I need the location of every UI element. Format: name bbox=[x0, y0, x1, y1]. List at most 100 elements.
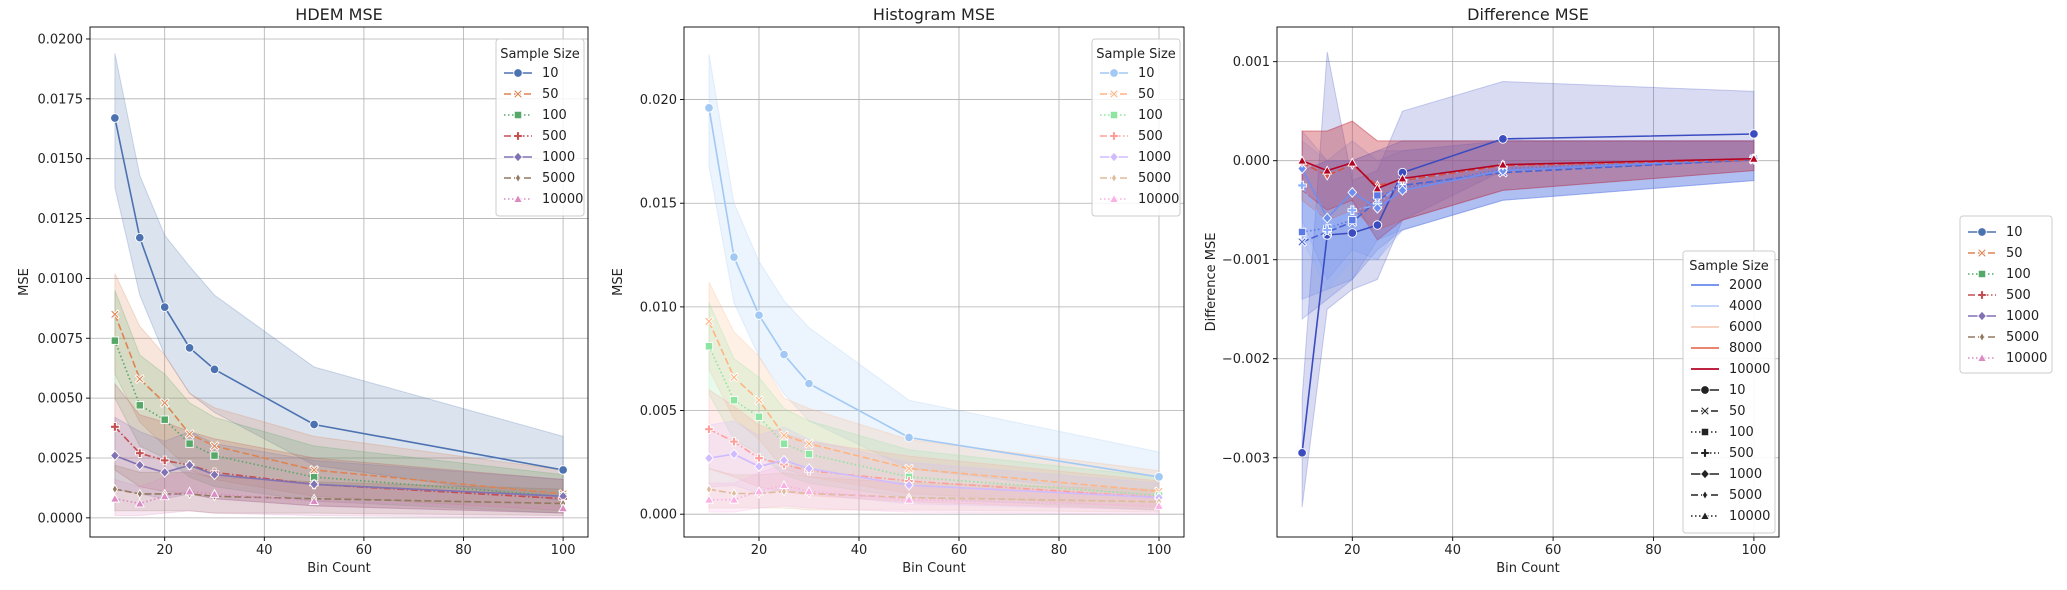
data-point-10 bbox=[1154, 472, 1164, 482]
y-tick-label: 0.0125 bbox=[38, 212, 84, 227]
data-point-10000 bbox=[159, 491, 170, 501]
legend-label: 10 bbox=[542, 66, 559, 81]
confidence-band-100 bbox=[708, 302, 1160, 511]
legend-label: 1000 bbox=[542, 150, 575, 165]
legend-label: 100 bbox=[1729, 425, 1754, 440]
legend-label: 6000 bbox=[1729, 320, 1762, 335]
data-point-1000 bbox=[184, 459, 195, 471]
confidence-band-10000 bbox=[114, 469, 564, 519]
figure-legend: 10 50 100 500 1000 5000 10000 bbox=[1959, 215, 2053, 374]
data-point-10000 bbox=[778, 479, 790, 490]
data-point-100 bbox=[779, 439, 789, 448]
legend-label: 50 bbox=[542, 87, 559, 102]
x-tick-label: 80 bbox=[455, 543, 472, 558]
data-point-1000 bbox=[704, 452, 714, 464]
legend-label: 5000 bbox=[1138, 171, 1171, 186]
x-tick-label: 20 bbox=[156, 543, 173, 558]
x-axis-label: Bin Count bbox=[307, 561, 371, 576]
data-point-10000 bbox=[209, 488, 220, 498]
chart-panel-3: 20 40 60 80 100 −0.003 −0.002 −0.001 0.000 0.001 D… bbox=[1204, 5, 1780, 576]
data-point-10 bbox=[779, 349, 789, 360]
y-tick-label: 0.000 bbox=[1233, 154, 1270, 169]
legend-marker-50 bbox=[1977, 248, 1987, 258]
confidence-band-5000 bbox=[708, 467, 1160, 513]
confidence-band-1000 bbox=[708, 420, 1160, 511]
plot-frame bbox=[89, 26, 589, 538]
legend: Sample Size 10 50 100 500 1000 5000 10000 bbox=[495, 38, 585, 217]
data-point-10 bbox=[1347, 228, 1358, 238]
legend-label: 1000 bbox=[2006, 309, 2039, 324]
confidence-band-50 bbox=[1301, 140, 1755, 321]
legend-marker-1000 bbox=[1109, 151, 1119, 163]
data-point-10 bbox=[729, 252, 739, 262]
data-point-10000 bbox=[1297, 155, 1308, 165]
y-tick-label: 0.010 bbox=[640, 300, 677, 315]
data-point-10 bbox=[558, 465, 568, 475]
legend-label: 50 bbox=[2006, 246, 2023, 261]
confidence-band-5000 bbox=[1301, 120, 1755, 231]
data-point-10000 bbox=[1153, 500, 1165, 510]
data-point-100 bbox=[1297, 227, 1307, 237]
data-point-10 bbox=[184, 343, 195, 353]
data-point-1000 bbox=[134, 459, 145, 471]
legend-label: 500 bbox=[2006, 288, 2031, 303]
data-point-10 bbox=[1297, 448, 1307, 458]
legend-label: 100 bbox=[2006, 267, 2031, 282]
data-point-10000 bbox=[1497, 159, 1508, 169]
data-point-10000 bbox=[903, 494, 915, 504]
data-point-500 bbox=[729, 436, 739, 447]
legend-marker-10000 bbox=[1108, 193, 1120, 203]
legend-frame bbox=[1682, 250, 1776, 534]
y-axis-label: Difference MSE bbox=[1204, 233, 1219, 332]
legend-marker-10 bbox=[1700, 385, 1710, 395]
legend-marker-50 bbox=[1700, 406, 1710, 416]
chart-title: HDEM MSE bbox=[295, 5, 382, 24]
legend-label: 500 bbox=[1729, 446, 1754, 461]
confidence-band-100 bbox=[1301, 140, 1755, 301]
data-point-1000 bbox=[109, 450, 120, 462]
data-point-500 bbox=[135, 448, 145, 458]
data-point-10000 bbox=[309, 495, 320, 505]
chart-title: Histogram MSE bbox=[873, 5, 995, 24]
legend-marker-100 bbox=[513, 110, 523, 120]
data-point-10000 bbox=[1347, 157, 1358, 167]
y-tick-label: 0.015 bbox=[640, 197, 677, 212]
legend-frame bbox=[495, 38, 585, 217]
legend-label: 10 bbox=[2006, 225, 2023, 240]
legend-label: 5000 bbox=[542, 171, 575, 186]
legend-marker-500 bbox=[1977, 290, 1987, 300]
x-tick-label: 80 bbox=[1051, 543, 1068, 558]
data-point-100 bbox=[160, 415, 169, 424]
data-point-10 bbox=[110, 113, 120, 123]
legend-marker-100 bbox=[1977, 269, 1987, 279]
data-point-5000 bbox=[780, 486, 788, 497]
legend-title: Sample Size bbox=[1096, 47, 1176, 62]
confidence-band-500 bbox=[708, 388, 1160, 511]
legend-label: 8000 bbox=[1729, 341, 1762, 356]
y-tick-label: 0.0175 bbox=[38, 92, 84, 107]
data-point-10 bbox=[904, 432, 914, 443]
legend-marker-10 bbox=[1977, 227, 1987, 237]
data-point-50 bbox=[159, 397, 170, 408]
x-tick-label: 40 bbox=[1444, 543, 1461, 558]
x-tick-label: 60 bbox=[951, 543, 968, 558]
y-tick-label: 0.0150 bbox=[38, 152, 84, 167]
x-tick-label: 100 bbox=[551, 543, 576, 558]
legend: Sample Size 2000 4000 6000 8000 10000 10 50 100 5… bbox=[1682, 250, 1776, 534]
legend-label: 100 bbox=[542, 108, 567, 123]
legend-marker-1000 bbox=[1977, 310, 1987, 322]
legend-label: 5000 bbox=[2006, 330, 2039, 345]
data-point-10 bbox=[754, 310, 764, 320]
data-point-100 bbox=[804, 449, 814, 459]
data-point-50 bbox=[209, 441, 220, 451]
legend-label: 5000 bbox=[1729, 488, 1762, 503]
legend-label: 1000 bbox=[1729, 467, 1762, 482]
data-point-10 bbox=[159, 302, 170, 312]
data-point-50 bbox=[704, 316, 714, 327]
data-point-1000 bbox=[159, 466, 170, 478]
data-point-50 bbox=[184, 429, 195, 439]
legend-marker-10000 bbox=[1699, 510, 1711, 520]
x-tick-label: 60 bbox=[1545, 543, 1562, 558]
confidence-band-10000 bbox=[1301, 120, 1755, 241]
